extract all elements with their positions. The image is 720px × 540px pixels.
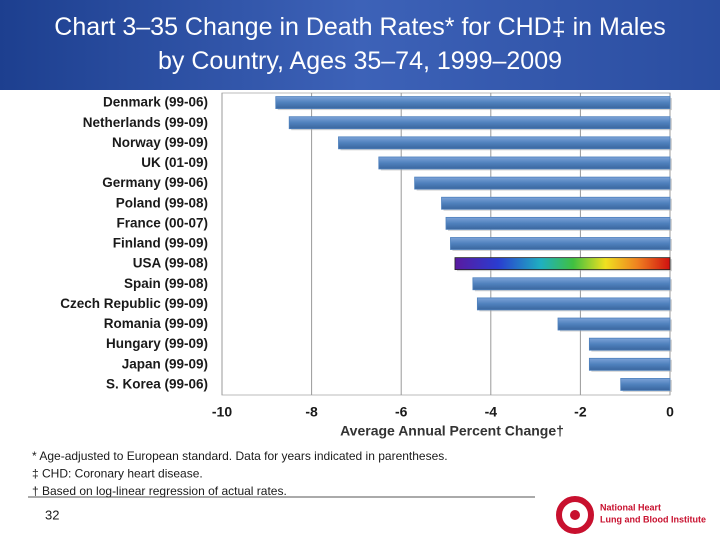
bar	[472, 277, 671, 291]
footnote: † Based on log-linear regression of actu…	[32, 484, 287, 498]
page-number: 32	[45, 507, 59, 522]
logo-mark	[556, 496, 594, 534]
y-tick-label: Denmark (99-06)	[103, 95, 208, 110]
x-tick-label: -8	[305, 404, 318, 420]
bar	[620, 378, 671, 391]
y-tick-label: Poland (99-08)	[116, 195, 208, 210]
bar	[454, 257, 671, 271]
y-tick-label: S. Korea (99-06)	[106, 376, 208, 391]
x-tick-label: 0	[666, 404, 674, 420]
bar	[588, 337, 671, 351]
logo: National Heart Lung and Blood Institute	[556, 496, 706, 534]
x-axis-title: Average Annual Percent Change†	[340, 423, 564, 439]
bar	[414, 176, 671, 190]
logo-text: National Heart	[600, 502, 661, 512]
x-tick-label: -2	[574, 404, 587, 420]
y-tick-label: France (00-07)	[116, 215, 208, 230]
bar	[557, 317, 671, 331]
footnote: * Age-adjusted to European standard. Dat…	[32, 449, 448, 463]
x-tick-label: -10	[212, 404, 232, 420]
bar	[445, 216, 671, 230]
footnote: ‡ CHD: Coronary heart disease.	[32, 467, 203, 481]
y-tick-label: Czech Republic (99-09)	[60, 296, 208, 311]
bar	[450, 237, 671, 250]
logo-text: Lung and Blood Institute	[600, 514, 706, 524]
y-tick-label: UK (01-09)	[141, 155, 208, 170]
y-tick-label: Romania (99-09)	[104, 316, 208, 331]
bar	[338, 136, 671, 150]
bar	[441, 196, 671, 210]
y-tick-label: USA (99-08)	[133, 256, 208, 271]
bar	[288, 116, 671, 130]
y-tick-label: Spain (99-08)	[124, 276, 208, 291]
y-tick-label: Finland (99-09)	[113, 236, 208, 251]
y-tick-label: Hungary (99-09)	[106, 336, 208, 351]
x-tick-label: -4	[485, 404, 498, 420]
logo-mark	[570, 510, 580, 520]
title-bar	[0, 0, 720, 90]
x-tick-label: -6	[395, 404, 408, 420]
y-tick-label: Japan (99-09)	[122, 356, 208, 371]
bar	[275, 96, 671, 109]
bar	[378, 156, 671, 170]
y-tick-label: Germany (99-06)	[102, 175, 208, 190]
chart-title: Chart 3–35 Change in Death Rates* for CH…	[54, 13, 666, 75]
y-tick-label: Netherlands (99-09)	[83, 115, 208, 130]
bar	[588, 357, 671, 371]
bar	[476, 297, 671, 311]
y-tick-label: Norway (99-09)	[112, 135, 208, 150]
